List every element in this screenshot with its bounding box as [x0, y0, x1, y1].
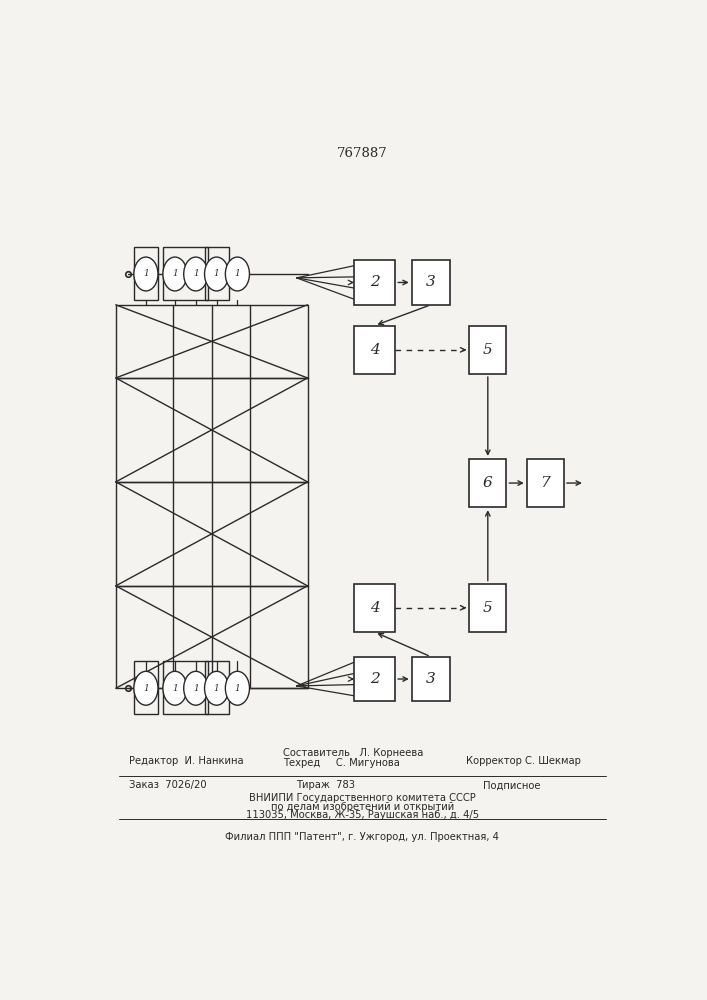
- Text: Филиал ППП "Патент", г. Ужгород, ул. Проектная, 4: Филиал ППП "Патент", г. Ужгород, ул. Про…: [226, 832, 499, 842]
- Bar: [204, 247, 228, 300]
- Text: 1: 1: [172, 269, 178, 278]
- Bar: [204, 661, 228, 714]
- Bar: [469, 326, 506, 374]
- Text: 1: 1: [235, 269, 240, 278]
- Text: Заказ  7026/20: Заказ 7026/20: [129, 780, 207, 790]
- Circle shape: [204, 671, 228, 705]
- Text: 1: 1: [143, 269, 148, 278]
- Text: 113035, Москва, Ж-35, Раушская наб., д. 4/5: 113035, Москва, Ж-35, Раушская наб., д. …: [246, 810, 479, 820]
- Text: 4: 4: [370, 601, 380, 615]
- Bar: [527, 459, 564, 507]
- Circle shape: [134, 671, 158, 705]
- Bar: [163, 247, 208, 300]
- Text: 1: 1: [193, 684, 199, 693]
- Circle shape: [226, 257, 250, 291]
- Circle shape: [134, 257, 158, 291]
- Bar: [354, 260, 395, 305]
- Bar: [411, 260, 450, 305]
- Text: Тираж  783: Тираж 783: [297, 780, 356, 790]
- Bar: [354, 584, 395, 632]
- Text: 1: 1: [214, 684, 219, 693]
- Text: 6: 6: [483, 476, 493, 490]
- Text: 5: 5: [483, 601, 493, 615]
- Text: 2: 2: [370, 672, 380, 686]
- Text: Редактор  И. Нанкина: Редактор И. Нанкина: [129, 756, 244, 766]
- Bar: [354, 326, 395, 374]
- Text: 767887: 767887: [337, 147, 387, 160]
- Bar: [163, 661, 208, 714]
- Circle shape: [184, 257, 208, 291]
- Circle shape: [204, 257, 228, 291]
- Circle shape: [163, 671, 187, 705]
- Bar: [134, 661, 158, 714]
- Text: 1: 1: [214, 269, 219, 278]
- Bar: [134, 247, 158, 300]
- Text: 2: 2: [370, 275, 380, 289]
- Circle shape: [163, 257, 187, 291]
- Text: 1: 1: [235, 684, 240, 693]
- Text: Подписное: Подписное: [483, 780, 540, 790]
- Bar: [469, 584, 506, 632]
- Text: 3: 3: [426, 672, 436, 686]
- Text: 5: 5: [483, 343, 493, 357]
- Text: Корректор С. Шекмар: Корректор С. Шекмар: [467, 756, 581, 766]
- Text: 7: 7: [540, 476, 550, 490]
- Bar: [469, 459, 506, 507]
- Text: Техред     С. Мигунова: Техред С. Мигунова: [283, 758, 399, 768]
- Text: 4: 4: [370, 343, 380, 357]
- Text: 1: 1: [193, 269, 199, 278]
- Circle shape: [226, 671, 250, 705]
- Text: 1: 1: [172, 684, 178, 693]
- Circle shape: [184, 671, 208, 705]
- Bar: [411, 657, 450, 701]
- Text: Составитель   Л. Корнеева: Составитель Л. Корнеева: [283, 748, 423, 758]
- Bar: [354, 657, 395, 701]
- Text: 1: 1: [143, 684, 148, 693]
- Text: ВНИИПИ Государственного комитета СССР: ВНИИПИ Государственного комитета СССР: [249, 793, 476, 803]
- Text: по делам изобретений и открытий: по делам изобретений и открытий: [271, 802, 454, 812]
- Text: 3: 3: [426, 275, 436, 289]
